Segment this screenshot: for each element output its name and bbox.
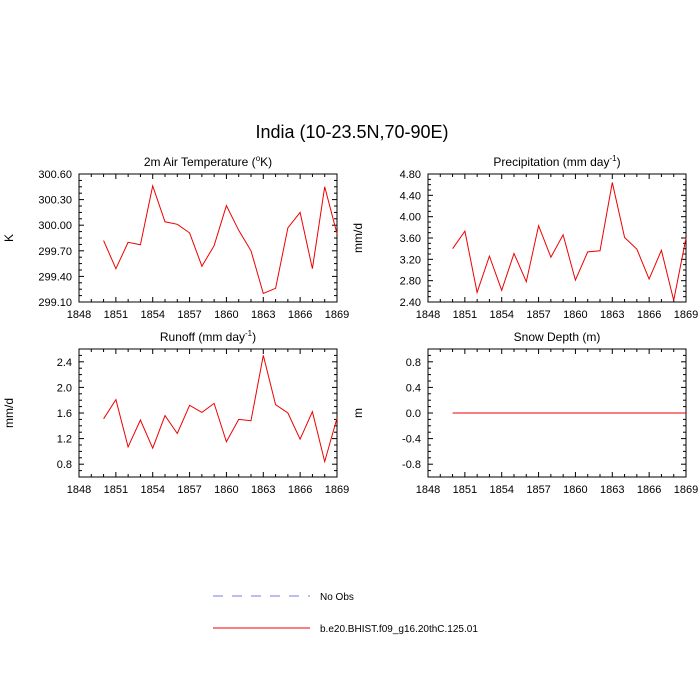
x-tick-label: 1848: [67, 309, 91, 321]
y-tick-label: 1.6: [57, 408, 72, 420]
panel-title-rest: K): [260, 155, 272, 169]
x-tick-label: 1848: [416, 484, 440, 496]
x-tick-label: 1869: [325, 484, 349, 496]
x-tick-label: 1863: [251, 309, 275, 321]
panel-title-superscript: -1: [609, 154, 617, 163]
panel-title-rest: ): [617, 155, 621, 169]
x-tick-label: 1863: [251, 484, 275, 496]
x-tick-label: 1869: [674, 309, 698, 321]
x-tick-label: 1869: [674, 484, 698, 496]
y-axis-label: m: [351, 408, 365, 418]
series-line: [103, 184, 338, 295]
legend-label-model: b.e20.BHIST.f09_g16.20thC.125.01: [320, 624, 478, 635]
y-tick-label: 299.10: [38, 297, 72, 309]
y-tick-label: 2.80: [400, 276, 421, 288]
x-tick-label: 1869: [325, 309, 349, 321]
x-tick-label: 1851: [104, 309, 128, 321]
y-tick-label: 3.60: [400, 233, 421, 245]
panel-title-superscript: -1: [245, 329, 253, 338]
x-tick-label: 1863: [600, 484, 624, 496]
y-tick-label: 1.2: [57, 434, 72, 446]
panel-title-rest: ): [252, 330, 256, 344]
x-tick-label: 1857: [526, 484, 550, 496]
plot-frame: [78, 348, 338, 478]
y-tick-label: 3.20: [400, 254, 421, 266]
figure-title: India (10-23.5N,70-90E): [255, 122, 448, 142]
x-tick-label: 1857: [526, 309, 550, 321]
panel-title-superscript: o: [256, 154, 261, 163]
x-tick-label: 1854: [140, 484, 164, 496]
x-tick-label: 1851: [104, 484, 128, 496]
plot-frame: [78, 173, 338, 303]
panel-title-main: 2m Air Temperature (: [144, 155, 256, 169]
panel-title: Snow Depth (m): [514, 330, 601, 344]
x-tick-label: 1860: [563, 309, 587, 321]
y-tick-label: 299.40: [38, 271, 72, 283]
y-tick-label: 2.0: [57, 382, 72, 394]
panel-runoff: Runoff (mm day-1) mm/d 1848 1851 1854 1857 186…: [2, 329, 349, 496]
y-tick-label: 299.70: [38, 246, 72, 258]
series-line: [452, 182, 687, 301]
x-tick-label: 1866: [637, 484, 661, 496]
y-tick-label: 0.8: [57, 459, 72, 471]
panel-title-main: Runoff (mm day: [160, 330, 245, 344]
x-tick-label: 1848: [416, 309, 440, 321]
x-tick-label: 1848: [67, 484, 91, 496]
x-tick-label: 1857: [177, 309, 201, 321]
x-tick-label: 1860: [563, 484, 587, 496]
y-tick-label: 300.60: [38, 169, 72, 181]
y-tick-label: 4.40: [400, 190, 421, 202]
y-axis-label: mm/d: [351, 223, 365, 253]
x-tick-label: 1854: [489, 484, 513, 496]
panel-title: Runoff (mm day-1): [160, 329, 256, 344]
y-tick-label: 300.30: [38, 195, 72, 207]
x-tick-label: 1866: [288, 309, 312, 321]
x-tick-label: 1851: [453, 484, 477, 496]
x-tick-label: 1851: [453, 309, 477, 321]
x-tick-label: 1866: [288, 484, 312, 496]
x-tick-label: 1860: [214, 484, 238, 496]
legend-label-no-obs: No Obs: [320, 592, 354, 603]
y-tick-label: 300.00: [38, 220, 72, 232]
y-axis-label: K: [2, 234, 16, 242]
panel-air-temperature: 2m Air Temperature (oK) K 1848 1851 1854 1857…: [2, 154, 349, 321]
panel-title: 2m Air Temperature (oK): [144, 154, 272, 169]
x-tick-label: 1860: [214, 309, 238, 321]
y-tick-label: 0.8: [406, 357, 421, 369]
y-axis-label: mm/d: [2, 398, 16, 428]
y-tick-label: 4.00: [400, 212, 421, 224]
series-line: [103, 355, 338, 464]
panel-precipitation: Precipitation (mm day-1) mm/d 1848 1851 1854…: [351, 154, 698, 321]
panel-snow-depth: Snow Depth (m) m 1848 1851 1854 1857 1860 1863 1…: [351, 330, 698, 496]
x-tick-label: 1857: [177, 484, 201, 496]
panel-title: Precipitation (mm day-1): [493, 154, 620, 169]
panel-title-main: Snow Depth (m): [514, 330, 601, 344]
x-tick-label: 1854: [140, 309, 164, 321]
y-tick-label: -0.8: [402, 459, 421, 471]
x-tick-label: 1863: [600, 309, 624, 321]
y-tick-label: 2.4: [57, 357, 72, 369]
y-tick-label: 2.40: [400, 297, 421, 309]
legend: No Obs b.e20.BHIST.f09_g16.20thC.125.01: [213, 592, 478, 635]
x-tick-label: 1854: [489, 309, 513, 321]
y-tick-label: -0.4: [402, 434, 421, 446]
panel-title-main: Precipitation (mm day: [493, 155, 609, 169]
x-tick-label: 1866: [637, 309, 661, 321]
y-tick-label: 0.4: [406, 382, 421, 394]
y-tick-label: 0.0: [406, 408, 421, 420]
y-tick-label: 4.80: [400, 169, 421, 181]
